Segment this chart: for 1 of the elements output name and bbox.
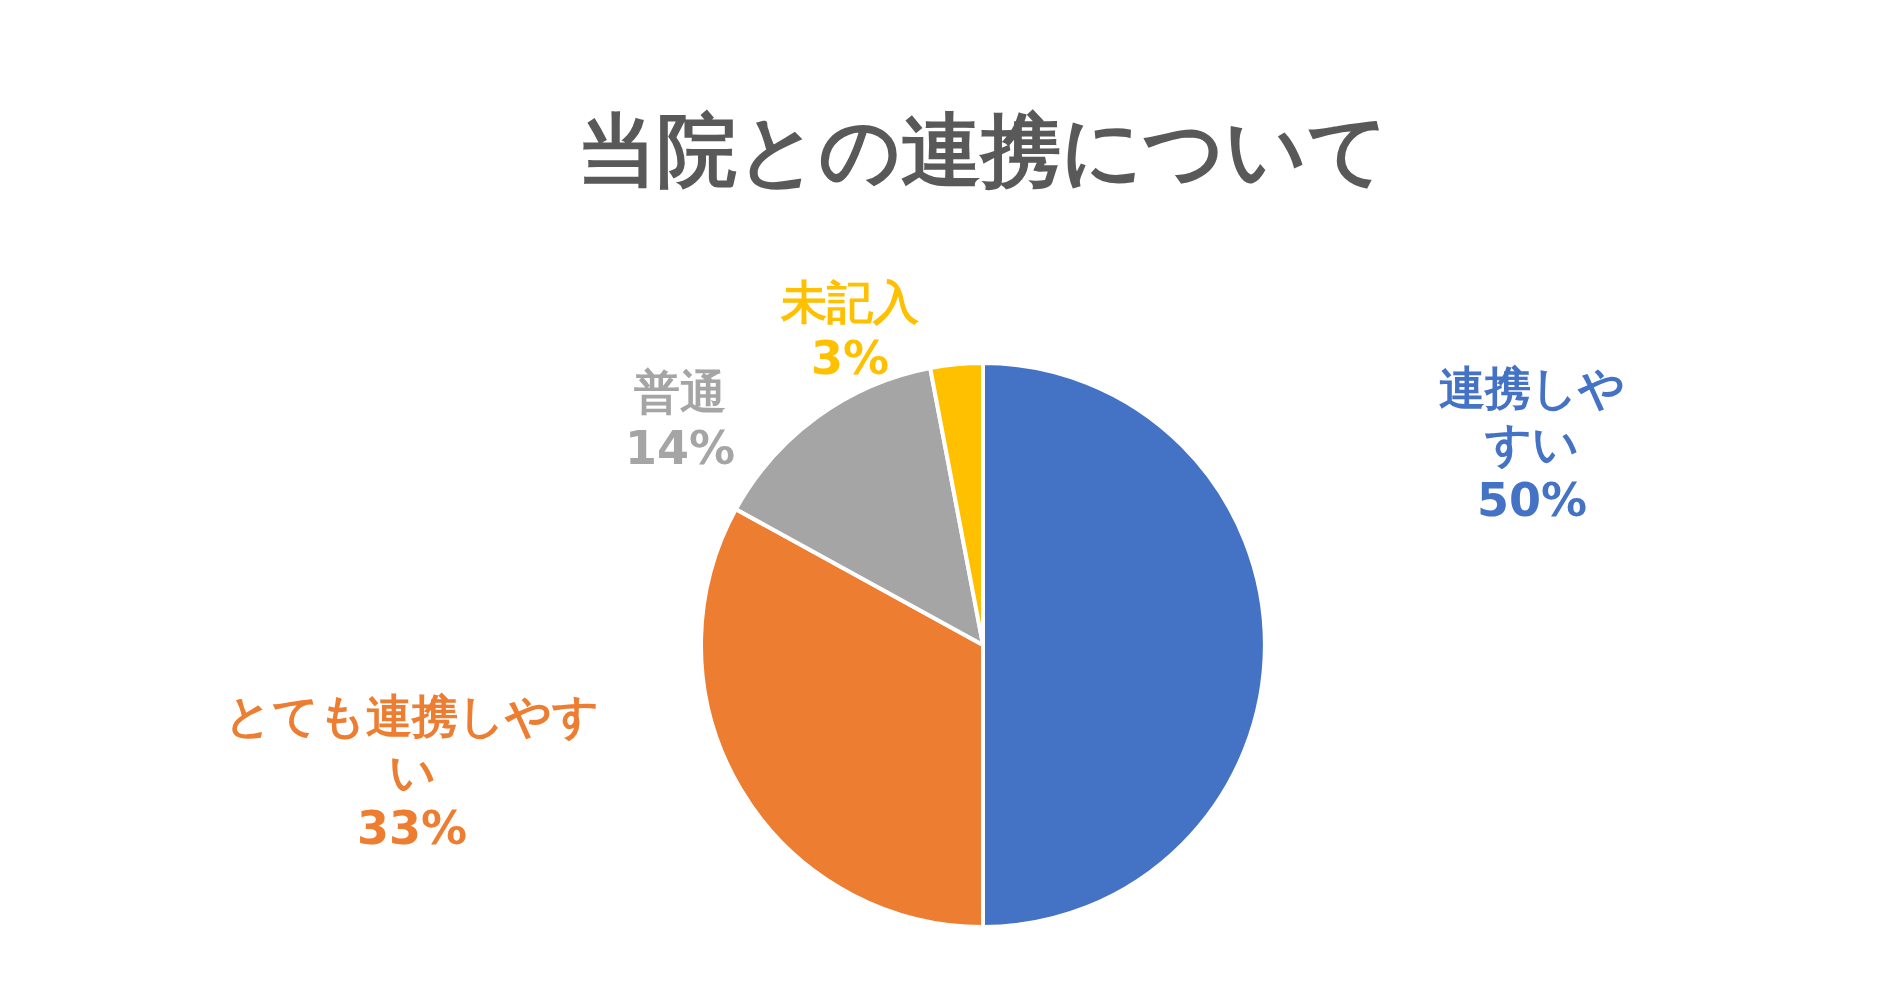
- title: 当院との連携について: [577, 104, 1389, 197]
